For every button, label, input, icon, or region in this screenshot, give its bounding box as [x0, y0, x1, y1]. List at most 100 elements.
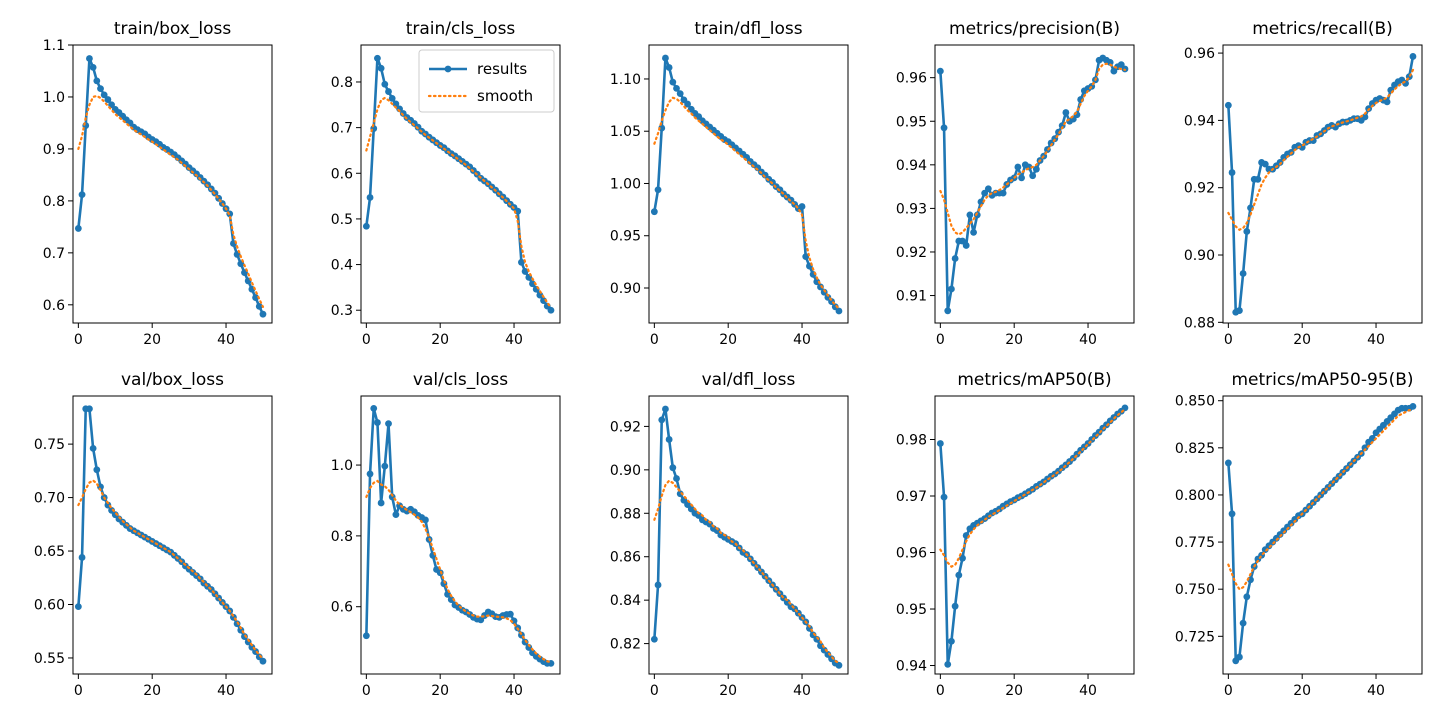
y-tick-label: 0.850 [1175, 394, 1215, 410]
subplot-10: metrics/mAP50-95(B) 0 20 40 0.725 0.750 0.775 0… [1175, 370, 1423, 699]
results-point [835, 307, 843, 315]
results-point [1029, 172, 1037, 180]
axes-frame [360, 44, 561, 324]
x-tick-label: 0 [362, 332, 371, 348]
results-point [392, 100, 400, 108]
y-tick-label: 0.6 [331, 600, 353, 616]
axes-frame [72, 395, 273, 675]
subplot-4: metrics/precision(B) 0 20 40 0.91 0.92 0.93 0.9… [896, 19, 1135, 348]
results-point [1018, 174, 1025, 182]
legend: results smooth [418, 49, 555, 113]
results-point [370, 404, 378, 412]
results-point [959, 554, 966, 562]
results-point [1236, 653, 1243, 661]
y-tick-label: 0.95 [896, 114, 927, 130]
results-point [676, 90, 684, 97]
subplot-title: metrics/precision(B) [949, 19, 1120, 39]
y-tick-label: 1.1 [43, 38, 65, 54]
results-point [662, 405, 669, 413]
results-point [74, 603, 82, 611]
x-tick-label: 0 [1224, 332, 1233, 348]
subplot-8: val/dfl_loss 0 20 40 0.82 0.84 0.86 0.88 0.90 0.9… [610, 370, 849, 699]
plot-area [362, 54, 555, 314]
axes-frame [360, 395, 561, 675]
results-point [89, 444, 97, 452]
y-tick-label: 0.750 [1175, 582, 1215, 598]
y-tick-label: 0.92 [610, 419, 641, 435]
y-tick-label: 0.95 [896, 602, 927, 618]
results-point [1409, 402, 1417, 410]
x-tick-label: 20 [1005, 332, 1023, 348]
results-point [1276, 159, 1284, 166]
results-point [999, 189, 1007, 197]
results-point [650, 208, 658, 216]
x-tick-label: 40 [793, 332, 811, 348]
axes-frame [934, 44, 1135, 324]
results-point [940, 124, 948, 132]
results-point [388, 95, 396, 102]
results-point [966, 211, 974, 219]
plot-area [936, 54, 1129, 315]
y-tick-label: 0.7 [331, 121, 353, 137]
y-tick-label: 0.94 [896, 158, 927, 174]
results-point [1383, 98, 1391, 106]
results-line [939, 56, 1126, 313]
y-tick-label: 0.8 [331, 529, 353, 545]
results-point [521, 638, 529, 646]
subplot-title: val/box_loss [121, 370, 224, 390]
results-point [665, 436, 673, 443]
results-point [817, 283, 824, 291]
x-tick-label: 0 [362, 683, 371, 699]
results-point [669, 78, 677, 86]
y-tick-label: 0.97 [896, 489, 927, 505]
results-point [944, 307, 952, 315]
results-point [521, 268, 529, 275]
results-point [936, 440, 944, 447]
results-point [658, 416, 666, 424]
x-tick-label: 20 [1005, 683, 1023, 699]
results-point [665, 64, 673, 71]
y-tick-label: 0.8 [331, 75, 353, 91]
results-point [252, 294, 259, 301]
results-point [813, 278, 821, 286]
results-point [89, 63, 97, 71]
y-tick-label: 0.91 [896, 289, 927, 305]
smooth-line [77, 94, 265, 308]
results-point [955, 571, 963, 579]
subplot-title: val/cls_loss [413, 370, 508, 390]
results-point [970, 228, 977, 236]
results-point [362, 222, 370, 230]
plot-area [936, 404, 1129, 668]
results-point [944, 660, 952, 668]
results-point [676, 490, 684, 498]
y-tick-label: 0.70 [34, 491, 65, 507]
plot-area [74, 405, 267, 665]
subplot-title: train/box_loss [114, 19, 232, 39]
results-point [78, 554, 86, 561]
results-point [984, 185, 992, 193]
subplot-title: train/cls_loss [406, 19, 516, 39]
results-point [374, 54, 381, 62]
y-tick-label: 0.86 [610, 550, 641, 566]
results-point [1409, 53, 1417, 60]
results-line [1227, 56, 1415, 314]
y-tick-label: 0.96 [896, 546, 927, 562]
smooth-line [77, 479, 265, 661]
results-point [962, 242, 970, 249]
x-tick-label: 20 [1293, 683, 1311, 699]
x-tick-label: 20 [1293, 332, 1311, 348]
results-point [392, 511, 400, 519]
results-point [977, 198, 985, 206]
y-tick-label: 0.6 [331, 166, 353, 182]
results-point [93, 77, 101, 85]
results-point [447, 596, 455, 604]
results-point [820, 288, 828, 296]
results-point [547, 306, 555, 314]
legend-results-marker [444, 65, 452, 73]
results-point [798, 203, 806, 210]
x-tick-label: 20 [143, 332, 161, 348]
plot-area [74, 55, 267, 318]
smooth-line [939, 407, 1127, 568]
x-tick-label: 20 [431, 332, 449, 348]
results-point [1121, 404, 1129, 412]
